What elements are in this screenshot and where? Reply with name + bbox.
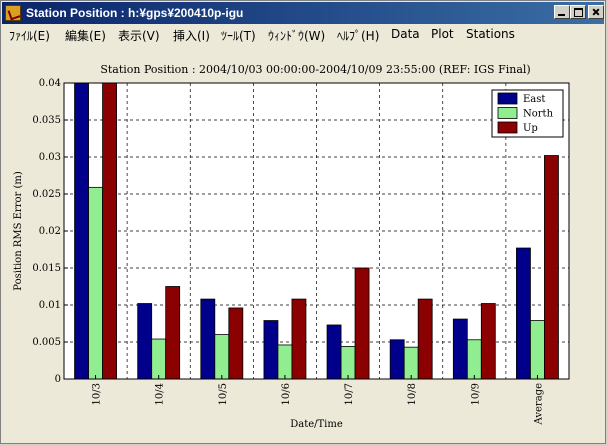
- bar-east-10-8: [389, 339, 405, 380]
- bar-up-10-7: [354, 267, 370, 380]
- bar-up-10-6: [291, 298, 307, 380]
- bar-north-10-6: [277, 344, 293, 380]
- x-tick-label: 10/8: [407, 383, 418, 405]
- maximize-button[interactable]: [570, 5, 586, 19]
- bar-up-10-4: [165, 286, 181, 380]
- x-tick-label: Average: [533, 383, 544, 426]
- menu-stations[interactable]: Stations: [466, 27, 515, 41]
- bar-east-10-3: [74, 82, 89, 380]
- legend-swatch-east: [497, 92, 518, 105]
- bar-east-average: [516, 247, 531, 380]
- menu-help[interactable]: ﾍﾙﾌﾟ(H): [337, 29, 380, 43]
- y-tick-label: 0.035: [32, 115, 61, 126]
- legend-swatch-up: [497, 121, 518, 134]
- bar-north-average: [530, 320, 545, 380]
- menu-bar: ﾌｧｲﾙ(E) 編集(E) 表示(V) 挿入(I) ﾂｰﾙ(T) ｳｨﾝﾄﾞｳ(…: [1, 25, 605, 43]
- bar-up-10-5: [228, 307, 244, 380]
- menu-insert[interactable]: 挿入(I): [173, 29, 210, 43]
- menu-tools[interactable]: ﾂｰﾙ(T): [221, 29, 256, 43]
- legend-label-east: East: [523, 94, 545, 105]
- y-tick-label: 0.04: [39, 78, 61, 89]
- chart-title: Station Position : 2004/10/03 00:00:00-2…: [100, 63, 531, 76]
- menu-data[interactable]: Data: [391, 27, 420, 41]
- x-axis-label: Date/Time: [290, 419, 343, 430]
- y-tick-label: 0.005: [32, 337, 61, 348]
- bar-east-10-9: [452, 318, 468, 380]
- bar-east-10-5: [200, 298, 216, 380]
- menu-edit[interactable]: 編集(E): [65, 29, 106, 43]
- bar-north-10-4: [151, 338, 167, 380]
- bar-up-10-8: [417, 298, 433, 380]
- y-tick-label: 0.01: [39, 300, 61, 311]
- x-tick-label: 10/6: [281, 383, 292, 405]
- close-button[interactable]: [588, 5, 604, 19]
- menu-view[interactable]: 表示(V): [118, 29, 160, 43]
- y-axis-label: Position RMS Error (m): [13, 171, 24, 291]
- x-tick-label: 10/3: [92, 383, 103, 405]
- legend-swatch-north: [497, 107, 518, 119]
- bar-up-10-9: [480, 303, 496, 380]
- title-bar[interactable]: Station Position : h:¥gps¥200410p-igu: [2, 2, 604, 24]
- y-tick-label: 0.015: [32, 263, 61, 274]
- x-tick-label: 10/7: [344, 383, 355, 405]
- minimize-button[interactable]: [554, 5, 570, 19]
- y-tick-label: 0: [55, 374, 61, 385]
- menu-window[interactable]: ｳｨﾝﾄﾞｳ(W): [268, 29, 326, 43]
- bar-north-10-3: [88, 186, 103, 380]
- bar-north-10-8: [403, 346, 419, 380]
- menu-file[interactable]: ﾌｧｲﾙ(E): [9, 29, 50, 43]
- y-tick-label: 0.025: [32, 189, 61, 200]
- bar-north-10-9: [466, 339, 482, 380]
- bar-east-10-7: [326, 324, 342, 380]
- bar-east-10-6: [263, 320, 279, 380]
- menu-plot[interactable]: Plot: [431, 27, 454, 41]
- matlab-app-icon[interactable]: [5, 5, 21, 21]
- bar-up-10-3: [102, 82, 117, 380]
- y-tick-label: 0.02: [39, 226, 61, 237]
- bar-north-10-7: [340, 346, 356, 380]
- y-tick-label: 0.03: [39, 152, 61, 163]
- x-tick-label: 10/4: [155, 383, 166, 405]
- bar-north-10-5: [214, 334, 230, 380]
- x-tick-label: 10/5: [218, 383, 229, 405]
- legend-label-north: North: [523, 109, 554, 120]
- legend-label-up: Up: [523, 123, 538, 134]
- x-tick-label: 10/9: [470, 383, 481, 405]
- window-title: Station Position : h:¥gps¥200410p-igu: [26, 6, 244, 20]
- bar-up-average: [544, 155, 559, 380]
- bar-east-10-4: [137, 303, 153, 380]
